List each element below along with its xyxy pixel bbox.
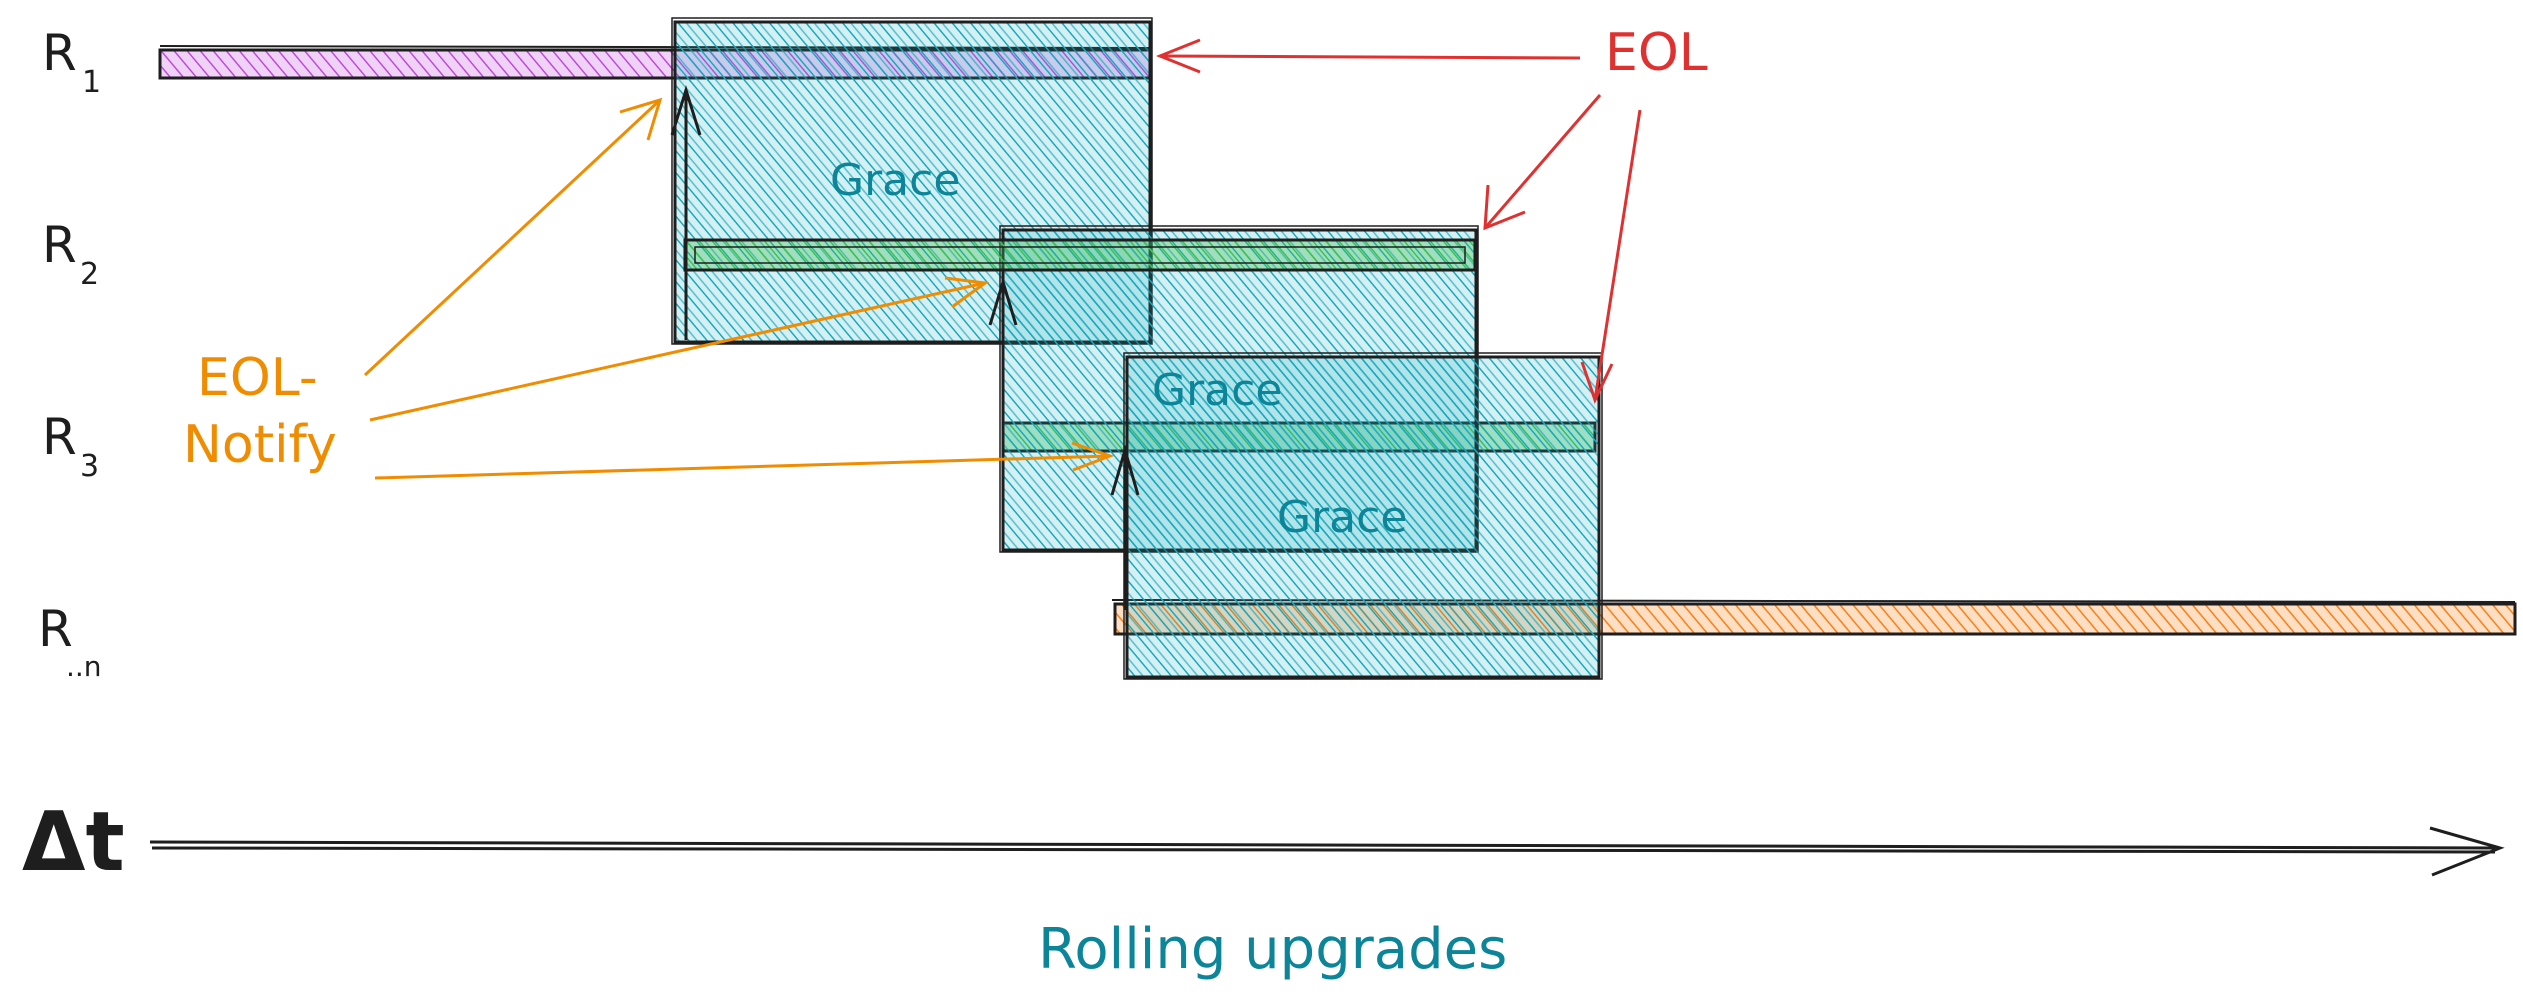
release-start-marker-3: [988, 276, 1018, 545]
row-label-r2: R 2: [42, 216, 99, 292]
release-start-marker-n: [1110, 444, 1140, 610]
release-bar-r2: [683, 238, 1477, 272]
row-label-rn: R ..n: [38, 600, 102, 683]
time-axis-arrow: [149, 826, 2505, 877]
svg-text:R: R: [42, 408, 77, 466]
grace-label-2: Grace: [1152, 365, 1282, 416]
svg-text:..n: ..n: [66, 650, 102, 683]
release-start-marker-2: [670, 84, 702, 340]
time-axis-label: Δt: [22, 795, 125, 890]
svg-text:R: R: [42, 24, 77, 82]
grace-label-1: Grace: [830, 155, 960, 206]
svg-text:R: R: [38, 600, 73, 658]
svg-text:EOL-: EOL-: [197, 348, 318, 408]
grace-window-3: [1123, 352, 1603, 680]
row-label-r3: R 3: [42, 408, 99, 484]
eol-arrows: [1155, 38, 1642, 404]
svg-text:3: 3: [80, 449, 99, 484]
grace-label-3: Grace: [1277, 492, 1407, 543]
svg-text:R: R: [42, 216, 77, 274]
caption: Rolling upgrades: [1038, 917, 1507, 982]
eol-notify-arrows: [363, 97, 1115, 480]
svg-text:2: 2: [80, 257, 99, 292]
row-label-r1: R 1: [42, 24, 101, 100]
svg-text:1: 1: [82, 65, 101, 100]
eol-label: EOL: [1605, 23, 1708, 83]
eol-notify-label: EOL- Notify: [183, 348, 337, 475]
svg-text:Notify: Notify: [183, 415, 337, 475]
